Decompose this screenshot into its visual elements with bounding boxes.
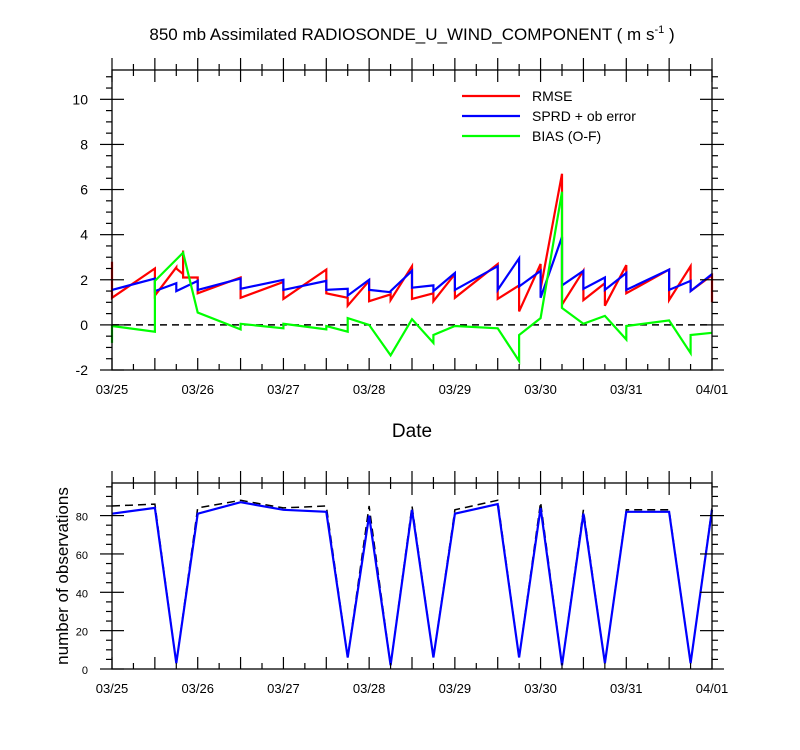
- bottom-x-tick-label: 03/25: [96, 681, 129, 696]
- bottom-series-used: [111, 501, 714, 666]
- chart-title: 850 mb Assimilated RADIOSONDE_U_WIND_COM…: [149, 24, 674, 44]
- legend-label: BIAS (O-F): [532, 128, 601, 144]
- bottom-x-tick-label: 03/29: [439, 681, 472, 696]
- bottom-x-tick-label: 03/28: [353, 681, 386, 696]
- bottom-y-tick-label: 80: [76, 512, 88, 524]
- bottom-plot-panel: 03/25 03/26 03/27 03/28 03/29 03/30 03/31 04/01…: [76, 471, 729, 696]
- top-x-tick-label: 03/29: [439, 382, 472, 397]
- bottom-x-tick-label: 03/26: [181, 681, 214, 696]
- top-plot-panel: 03/25 03/26 03/27 03/28 03/29 03/30 03/31 04/01…: [72, 58, 728, 397]
- top-y-tick-label: 6: [80, 182, 88, 198]
- top-series-rmse: [110, 173, 714, 312]
- top-x-axis-label: Date: [392, 421, 432, 442]
- top-x-tick-label: 03/27: [267, 382, 300, 397]
- top-y-tick-label: 2: [80, 272, 88, 288]
- bottom-y-tick-label: 0: [82, 665, 88, 677]
- top-y-tick-label: -2: [76, 362, 89, 378]
- bottom-series-group: [111, 499, 714, 666]
- bottom-plot-frame: [111, 482, 713, 670]
- bottom-x-tick-label: 03/30: [524, 681, 557, 696]
- bottom-y-tick-label: 20: [76, 627, 88, 639]
- top-x-tick-label: 03/28: [353, 382, 386, 397]
- chart-title-main: 850 mb Assimilated RADIOSONDE_U_WIND_COM…: [149, 25, 654, 44]
- bottom-x-tick-label: 04/01: [696, 681, 729, 696]
- top-x-tick-label: 04/01: [696, 382, 729, 397]
- top-x-tick-label: 03/25: [96, 382, 129, 397]
- top-x-tick-label: 03/30: [524, 382, 557, 397]
- legend-label: RMSE: [532, 88, 572, 104]
- top-series-bias-o-f: [110, 191, 713, 365]
- top-x-tick-label: 03/31: [610, 382, 643, 397]
- top-y-tick-label: 4: [80, 227, 88, 243]
- top-axes-group: 03/25 03/26 03/27 03/28 03/29 03/30 03/31 04/01…: [72, 58, 728, 397]
- chart-title-end: ): [664, 25, 674, 44]
- top-y-tick-label: 8: [80, 136, 88, 152]
- bottom-y-axis-label: number of observations: [53, 487, 72, 665]
- top-y-tick-label: 10: [72, 91, 88, 107]
- top-y-tick-label: 0: [80, 317, 88, 333]
- chart-title-unit-superscript: -1: [654, 24, 664, 36]
- bottom-y-tick-label: 40: [76, 588, 88, 600]
- bottom-y-tick-label: 60: [76, 550, 88, 562]
- top-series-sprd-ob-error: [111, 236, 713, 299]
- top-plot-frame: [111, 69, 713, 371]
- bottom-axes-group: 03/25 03/26 03/27 03/28 03/29 03/30 03/31 04/01…: [76, 471, 729, 696]
- legend: RMSE SPRD + ob error BIAS (O-F): [462, 88, 636, 144]
- bottom-x-tick-label: 03/27: [267, 681, 300, 696]
- bottom-x-tick-label: 03/31: [610, 681, 643, 696]
- legend-label: SPRD + ob error: [532, 108, 636, 124]
- top-x-tick-label: 03/26: [181, 382, 214, 397]
- top-series-group: [110, 173, 714, 365]
